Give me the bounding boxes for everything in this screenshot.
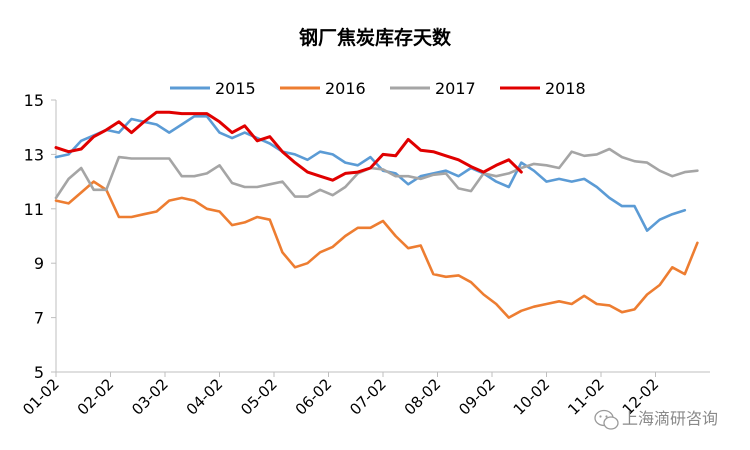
y-tick-label: 9 xyxy=(34,254,44,273)
x-tick-label: 04-02 xyxy=(183,375,227,419)
y-tick-label: 15 xyxy=(24,91,44,110)
x-tick-label: 03-02 xyxy=(128,375,172,419)
watermark: 上海滴研咨询 xyxy=(594,409,718,430)
x-tick-label: 02-02 xyxy=(74,375,118,419)
wechat-icon xyxy=(594,409,619,430)
series-lines xyxy=(54,110,699,319)
x-tick-labels: 01-02 02-02 03-02 04-02 05-02 06-02 07-02 08-02… xyxy=(19,372,662,419)
legend-label-2016: 2016 xyxy=(325,79,366,98)
x-tick-label: 07-02 xyxy=(346,375,390,419)
x-tick-label: 10-02 xyxy=(510,375,554,419)
chart-title: 钢厂焦炭库存天数 xyxy=(299,26,452,49)
legend-label-2017: 2017 xyxy=(435,79,476,98)
x-tick-label: 09-02 xyxy=(455,375,499,419)
legend-label-2018: 2018 xyxy=(545,79,586,98)
x-tick-label: 05-02 xyxy=(237,375,281,419)
axes xyxy=(55,100,710,373)
x-tick-label: 11-02 xyxy=(564,375,608,419)
series-line-2017 xyxy=(54,147,699,200)
x-tick-label: 08-02 xyxy=(401,375,445,419)
y-tick-label: 11 xyxy=(24,200,44,219)
y-tick-label: 5 xyxy=(34,363,44,382)
watermark-text: 上海滴研咨询 xyxy=(622,409,718,428)
legend-label-2015: 2015 xyxy=(215,79,256,98)
series-line-2015 xyxy=(54,115,687,232)
x-tick-label: 06-02 xyxy=(292,375,336,419)
y-tick-label: 13 xyxy=(24,145,44,164)
legend: 2015 2016 2017 2018 xyxy=(170,79,586,98)
y-tick-labels: 5 7 9 11 13 15 xyxy=(24,91,56,382)
series-line-2018 xyxy=(54,110,523,182)
series-line-2016 xyxy=(54,180,699,319)
y-tick-label: 7 xyxy=(34,309,44,328)
